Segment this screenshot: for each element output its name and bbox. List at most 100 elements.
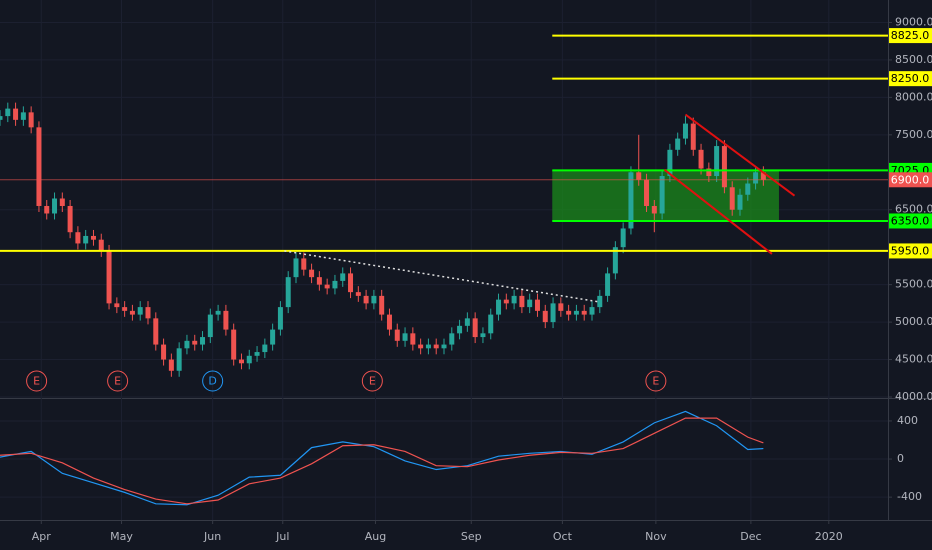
x-tick-label: Aug bbox=[365, 530, 386, 543]
candle-body bbox=[620, 228, 626, 248]
x-tick-label: May bbox=[110, 530, 133, 543]
candle-body bbox=[285, 277, 291, 308]
event-marker bbox=[107, 370, 129, 392]
candle-body bbox=[184, 340, 190, 349]
candle-body bbox=[200, 337, 206, 345]
candle-body bbox=[706, 168, 712, 177]
candle-body bbox=[612, 247, 618, 274]
price-badge-label: 6900.0 bbox=[891, 173, 930, 186]
candle-body bbox=[348, 273, 354, 293]
y-tick-label: 5000.0 bbox=[895, 315, 932, 328]
candle-body bbox=[254, 352, 260, 356]
candle-body bbox=[301, 258, 307, 270]
event-marker bbox=[26, 370, 48, 392]
x-tick-label: Jun bbox=[203, 530, 221, 543]
candle-body bbox=[729, 187, 735, 210]
x-tick-label: Oct bbox=[553, 530, 573, 543]
candle-body bbox=[28, 112, 34, 128]
candle-body bbox=[0, 116, 3, 120]
candle-body bbox=[644, 179, 650, 206]
price-badge-label: 8250.0 bbox=[891, 72, 930, 85]
price-badge-label: 8825.0 bbox=[891, 29, 930, 42]
candle-body bbox=[433, 344, 439, 349]
x-tick-label: 2020 bbox=[815, 530, 843, 543]
candle-body bbox=[425, 344, 431, 349]
candle-body bbox=[309, 269, 315, 278]
candle-body bbox=[714, 146, 720, 177]
candle-body bbox=[153, 318, 159, 345]
candle-body bbox=[410, 333, 416, 345]
macd-line bbox=[0, 410, 764, 506]
candle-body bbox=[418, 344, 424, 349]
candle-body bbox=[457, 325, 463, 334]
candle-body bbox=[293, 258, 299, 278]
candle-body bbox=[90, 235, 96, 240]
candle-body bbox=[558, 303, 564, 311]
candle-body bbox=[36, 127, 42, 206]
candle-body bbox=[394, 329, 400, 341]
price-badge-label: 5950.0 bbox=[891, 244, 930, 257]
x-tick-label: Dec bbox=[740, 530, 761, 543]
trendline bbox=[684, 113, 796, 197]
y-tick-label: 7500.0 bbox=[895, 128, 932, 141]
price-badge bbox=[889, 213, 932, 229]
candle-body bbox=[83, 235, 89, 244]
y-tick-label: 8000.0 bbox=[895, 90, 932, 103]
candle-body bbox=[566, 310, 572, 315]
candle-body bbox=[52, 198, 58, 214]
candle-body bbox=[511, 295, 517, 304]
candle-body bbox=[737, 194, 743, 210]
y2-tick-label: 0 bbox=[897, 452, 904, 465]
candle-body bbox=[59, 198, 65, 206]
candle-body bbox=[573, 310, 579, 315]
candle-body bbox=[176, 348, 182, 371]
candle-body bbox=[636, 172, 642, 180]
candle-body bbox=[75, 232, 81, 244]
x-tick-label: Jul bbox=[275, 530, 289, 543]
candle-body bbox=[13, 108, 19, 120]
candle-body bbox=[122, 307, 128, 311]
event-label: E bbox=[652, 375, 659, 388]
y-tick-label: 6500.0 bbox=[895, 203, 932, 216]
event-label: E bbox=[33, 375, 40, 388]
y2-tick-label: -400 bbox=[897, 490, 922, 503]
candle-body bbox=[488, 314, 494, 334]
candle-body bbox=[503, 299, 509, 304]
candle-body bbox=[231, 329, 237, 360]
candle-body bbox=[277, 307, 283, 330]
candle-body bbox=[519, 295, 525, 308]
candle-body bbox=[340, 273, 346, 281]
candle-body bbox=[589, 307, 595, 315]
y-tick-label: 9000.0 bbox=[895, 15, 932, 28]
candle-body bbox=[745, 183, 751, 195]
price-badge bbox=[889, 71, 932, 87]
event-marker bbox=[645, 370, 667, 392]
candle-body bbox=[651, 205, 657, 214]
candle-body bbox=[534, 299, 540, 311]
candle-body bbox=[238, 359, 244, 364]
x-tick-label: Nov bbox=[645, 530, 667, 543]
candle-body bbox=[324, 284, 330, 289]
candle-body bbox=[698, 149, 704, 169]
candle-body bbox=[129, 310, 135, 315]
candle-body bbox=[721, 146, 727, 188]
candle-body bbox=[161, 344, 167, 360]
candle-body bbox=[379, 295, 385, 315]
candle-body bbox=[542, 310, 548, 323]
candle-body bbox=[464, 318, 470, 326]
candle-body bbox=[550, 303, 556, 323]
candle-body bbox=[98, 239, 104, 251]
support-zone bbox=[552, 170, 779, 221]
candle-body bbox=[690, 123, 696, 150]
price-badge bbox=[889, 243, 932, 259]
candle-body bbox=[223, 310, 229, 330]
candle-body bbox=[145, 307, 151, 319]
candle-body bbox=[605, 273, 611, 296]
candle-body bbox=[270, 329, 276, 345]
candle-body bbox=[192, 340, 198, 345]
candle-body bbox=[332, 280, 338, 289]
trendline bbox=[663, 168, 773, 255]
candle-body bbox=[496, 299, 502, 315]
candle-body bbox=[246, 355, 252, 364]
